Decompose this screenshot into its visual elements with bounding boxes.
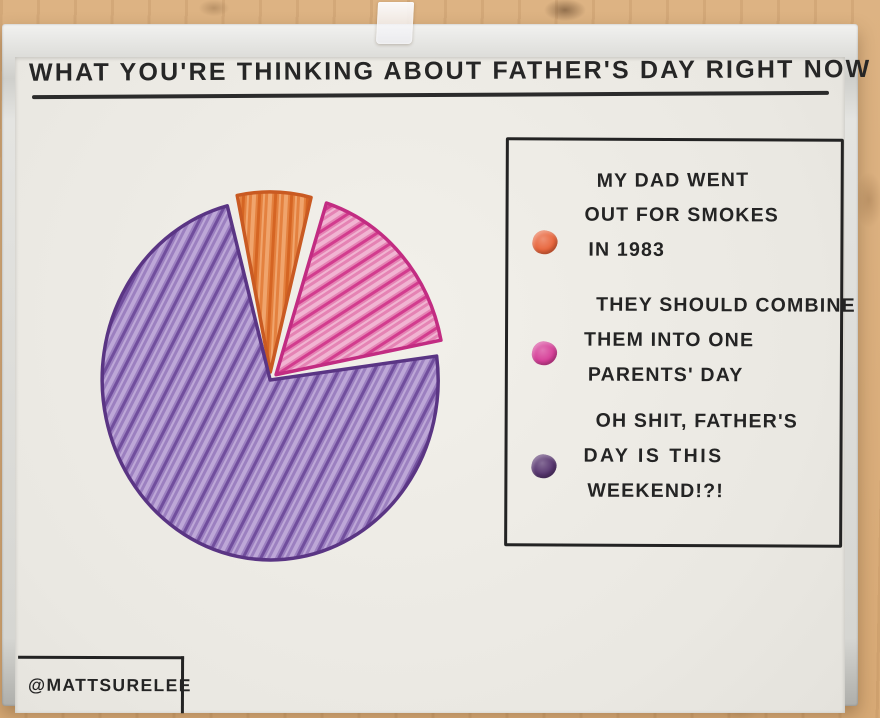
title-underline xyxy=(31,90,829,100)
legend-dot-purple xyxy=(529,452,559,481)
legend-dot-pink xyxy=(529,339,560,368)
legend-item-smokes: MY DAD WENT OUT FOR SMOKES IN 1983 xyxy=(584,163,834,269)
pie-slice-2 xyxy=(100,204,440,562)
whiteboard-frame: WHAT YOU'RE THINKING ABOUT FATHER'S DAY … xyxy=(2,24,871,714)
legend-label-line: THEY SHOULD COMBINE xyxy=(596,293,856,317)
legend-item-this-weekend: OH SHIT, FATHER'S DAY IS THIS WEEKEND!?! xyxy=(583,404,833,510)
legend-label-line: PARENTS' DAY xyxy=(587,363,744,387)
signature-handle: @MATTSURELEE xyxy=(27,674,192,696)
whiteboard-surface: WHAT YOU'RE THINKING ABOUT FATHER'S DAY … xyxy=(15,55,872,714)
legend-label-line: OH SHIT, FATHER'S xyxy=(595,409,799,433)
pie-chart xyxy=(100,190,443,562)
signature-box: @MATTSURELEE xyxy=(17,655,192,714)
pie-slice-1 xyxy=(274,201,443,377)
legend-label-line: MY DAD WENT xyxy=(596,168,750,192)
pie-slice-0 xyxy=(235,190,313,374)
legend-label-line: DAY IS THIS xyxy=(583,444,724,468)
legend-item-parents-day: THEY SHOULD COMBINE THEM INTO ONE PARENT… xyxy=(583,288,856,394)
legend-dot-orange xyxy=(530,228,560,257)
legend: MY DAD WENT OUT FOR SMOKES IN 1983 THEY … xyxy=(504,137,856,548)
legend-label-line: THEM INTO ONE xyxy=(583,328,755,352)
legend-label-line: IN 1983 xyxy=(588,238,666,261)
legend-label-line: WEEKEND!?! xyxy=(587,479,724,503)
chart-title: WHAT YOU'RE THINKING ABOUT FATHER'S DAY … xyxy=(28,55,872,87)
legend-label-line: OUT FOR SMOKES xyxy=(584,203,780,227)
mounting-clip xyxy=(375,2,415,44)
